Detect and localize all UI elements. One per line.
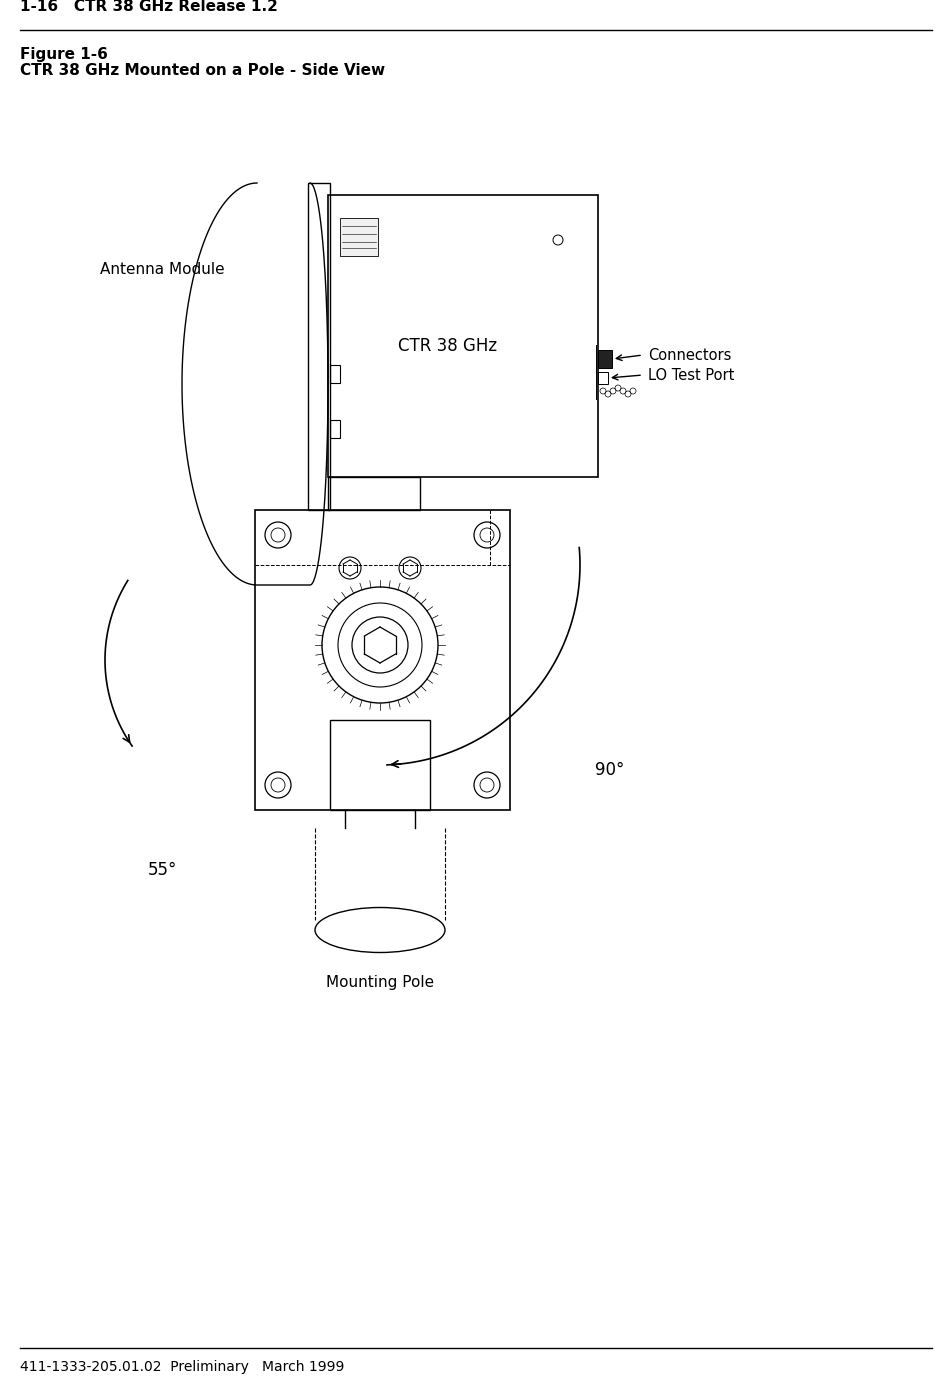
- Text: 55°: 55°: [148, 862, 177, 880]
- Bar: [330, 721, 430, 810]
- Text: Antenna Module: Antenna Module: [100, 263, 225, 278]
- Bar: [308, 183, 330, 510]
- Text: CTR 38 GHz Mounted on a Pole - Side View: CTR 38 GHz Mounted on a Pole - Side View: [20, 64, 386, 77]
- Bar: [328, 477, 420, 510]
- Text: Connectors: Connectors: [648, 347, 731, 362]
- Text: 90°: 90°: [595, 761, 625, 779]
- Bar: [330, 420, 340, 438]
- Text: LO Test Port: LO Test Port: [648, 368, 734, 383]
- Bar: [328, 195, 598, 477]
- Bar: [598, 350, 612, 368]
- Bar: [255, 510, 510, 810]
- Text: CTR 38 GHz: CTR 38 GHz: [399, 337, 498, 355]
- Text: 1-16   CTR 38 GHz Release 1.2: 1-16 CTR 38 GHz Release 1.2: [20, 0, 278, 14]
- Bar: [330, 365, 340, 383]
- Text: Figure 1-6: Figure 1-6: [20, 47, 108, 62]
- Bar: [598, 372, 608, 384]
- Bar: [340, 219, 378, 256]
- Text: Mounting Pole: Mounting Pole: [326, 975, 434, 990]
- Text: 411-1333-205.01.02  Preliminary   March 1999: 411-1333-205.01.02 Preliminary March 199…: [20, 1359, 345, 1373]
